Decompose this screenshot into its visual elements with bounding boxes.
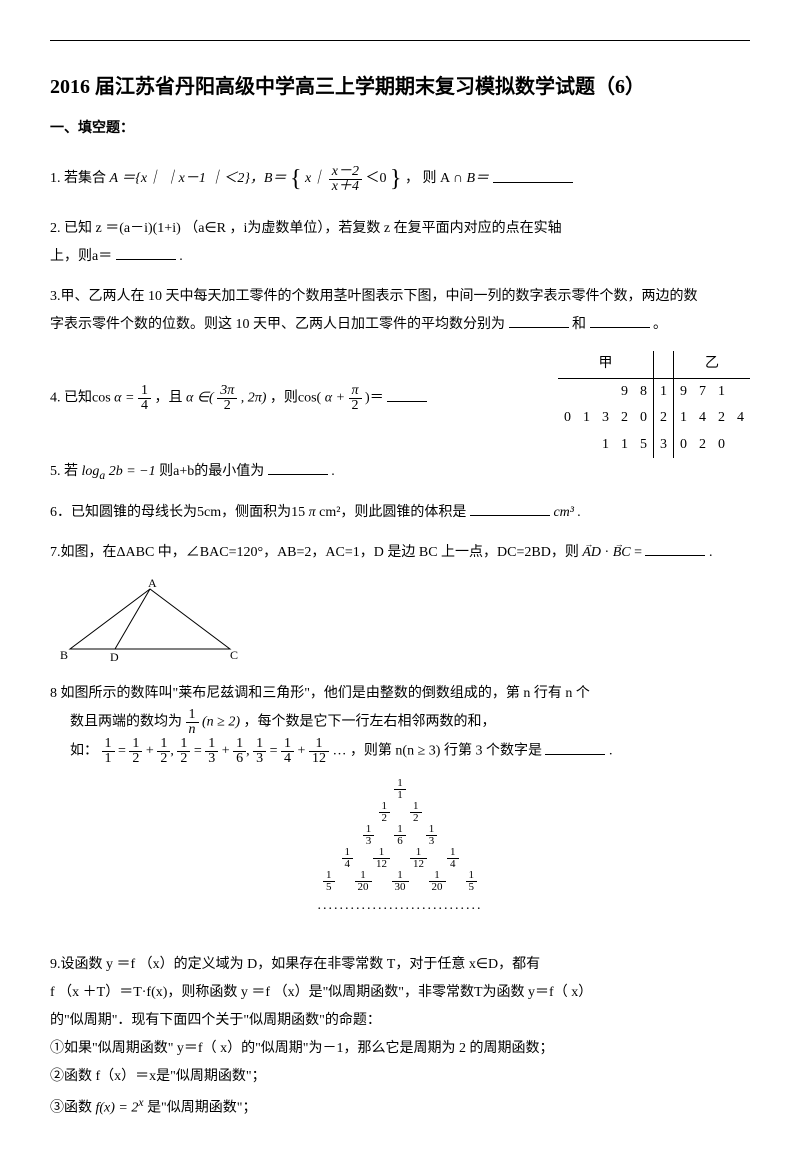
q8-line1: 8 如图所示的数阵叫"莱布尼兹调和三角形"，他们是由整数的倒数组成的，第 n 行… — [50, 680, 750, 708]
q5-end: . — [331, 464, 335, 479]
stem-row-2: 01320 2 1424 — [558, 405, 750, 431]
q7-eq: = — [634, 545, 642, 560]
q4-alpha-eq: α = — [114, 391, 134, 406]
q3-and: 和 — [572, 317, 586, 332]
q8-line3-pre: 如： — [70, 744, 98, 759]
question-6: 6．已知圆锥的母线长为5cm，侧面积为15 π cm²，则此圆锥的体积是 cm³… — [50, 499, 750, 527]
q6-unit: cm³ . — [553, 505, 581, 520]
question-7: 7.如图，在ΔABC 中，∠BAC=120°，AB=2，AC=1，D 是边 BC… — [50, 539, 750, 567]
q9-line2: f （x ＋T）＝T·f(x)，则称函数 y ＝f （x）是"似周期函数"，非零… — [50, 979, 750, 1007]
q3-line2: 字表示零件个数的位数。则这 10 天甲、乙两人日加工零件的平均数分别为 — [50, 317, 505, 332]
q8-line2-pre: 数且两端的数均为 — [70, 715, 182, 730]
q7-end: . — [709, 545, 713, 560]
q5-arg: 2b — [109, 464, 123, 479]
q1-setB-inner: x｜ — [305, 172, 325, 187]
question-9: 9.设函数 y ＝f （x）的定义域为 D，如果存在非零常数 T，对于任意 x∈… — [50, 951, 750, 1123]
q5-sub: a — [99, 469, 105, 482]
question-4: 4. 已知cos α = 1 4 ，且 α ∈( 3π 2 , 2π) ，则co… — [50, 384, 538, 413]
triangle-B: B — [60, 648, 68, 662]
q9-item2: ②函数 f（x）＝x是"似周期函数"； — [50, 1063, 750, 1091]
q4-frac3: π 2 — [349, 384, 362, 413]
q7-vec1: →AD — [582, 545, 601, 560]
triangle-svg: A B D C — [50, 579, 250, 664]
brace-right: } — [390, 166, 402, 192]
q3-blank1 — [509, 312, 569, 328]
q6-text: 6．已知圆锥的母线长为5cm，侧面积为15 — [50, 505, 305, 520]
q6-cm2: cm²，则此圆锥的体积是 — [319, 505, 466, 520]
q1-intersect: ∩ — [453, 172, 463, 187]
q8-blank — [545, 739, 605, 755]
q2-line2: 上，则a＝ — [50, 249, 112, 264]
q4-blank — [387, 386, 427, 402]
q5-then: 则a+b的最小值为 — [159, 464, 264, 479]
question-4-row: 4. 已知cos α = 1 4 ，且 α ∈( 3π 2 , 2π) ，则co… — [50, 351, 750, 458]
q7-blank — [645, 540, 705, 556]
triangle-D: D — [110, 650, 119, 664]
stem-row-3: 115 3 020 — [558, 432, 750, 458]
q3-blank2 — [590, 312, 650, 328]
stem-header-left: 甲 — [558, 351, 654, 378]
q3-end: 。 — [653, 317, 667, 332]
document-title: 2016 届江苏省丹阳高级中学高三上学期期末复习模拟数学试题（6） — [50, 71, 750, 103]
q4-prefix: 4. 已知cos — [50, 391, 111, 406]
question-8: 8 如图所示的数阵叫"莱布尼兹调和三角形"，他们是由整数的倒数组成的，第 n 行… — [50, 680, 750, 766]
q8-dots: … — [332, 744, 346, 759]
q1-end: B＝ — [466, 172, 489, 187]
section-header: 一、填空题： — [50, 118, 750, 140]
q4-range-end: , 2π) — [241, 391, 267, 406]
question-3: 3.甲、乙两人在 10 天中每天加工零件的个数用茎叶图表示下图，中间一列的数字表… — [50, 283, 750, 339]
q6-pi: π — [309, 505, 316, 520]
stem-header-right: 乙 — [674, 351, 751, 378]
question-5: 5. 若 loga 2b = −1 则a+b的最小值为 . — [50, 458, 750, 487]
q4-alpha-plus: α + — [325, 391, 345, 406]
question-2: 2. 已知 z ＝(a－i)(1+i) （a∈R ，i为虚数单位），若复数 z … — [50, 215, 750, 271]
q4-frac1: 1 4 — [138, 384, 151, 413]
header-rule — [50, 40, 750, 41]
q5-log: log — [82, 464, 100, 479]
q1-blank — [493, 167, 573, 183]
q3-line1: 3.甲、乙两人在 10 天中每天加工零件的个数用茎叶图表示下图，中间一列的数字表… — [50, 283, 750, 311]
q1-prefix: 1. 若集合 — [50, 172, 110, 187]
q4-and: ，且 — [154, 391, 182, 406]
q2-blank — [116, 244, 176, 260]
q1-frac: x－2 x＋4 — [329, 165, 362, 194]
question-1: 1. 若集合 A ＝{x｜ ｜x－1 ｜＜2}，B＝ { x｜ x－2 x＋4 … — [50, 155, 750, 203]
q9-line1: 9.设函数 y ＝f （x）的定义域为 D，如果存在非零常数 T，对于任意 x∈… — [50, 951, 750, 979]
q4-then: ，则cos( — [270, 391, 321, 406]
q8-frac: 1 n — [186, 708, 199, 737]
q2-end: . — [179, 249, 183, 264]
q8-cond: (n ≥ 2) — [202, 715, 240, 730]
stem-row-1: 98 1 971 — [558, 378, 750, 405]
q4-alpha-in: α ∈( — [186, 391, 214, 406]
q8-line2-post: ，每个数是它下一行左右相邻两数的和， — [244, 715, 496, 730]
q7-dot: · — [605, 545, 610, 560]
q9-line3: 的"似周期"．现有下面四个关于"似周期函数"的命题： — [50, 1007, 750, 1035]
triangle-diagram: A B D C — [50, 579, 750, 672]
q7-text: 7.如图，在ΔABC 中，∠BAC=120°，AB=2，AC=1，D 是边 BC… — [50, 545, 579, 560]
q8-end: . — [609, 744, 613, 759]
q9-item3: ③函数 f(x) = 2x 是"似周期函数"； — [50, 1091, 750, 1123]
triangle-C: C — [230, 648, 238, 662]
triangle-A: A — [148, 579, 157, 590]
stem-leaf-table: 甲 乙 98 1 971 01320 2 1424 115 3 020 — [558, 351, 750, 458]
q1-suffix: ， 则 A — [405, 172, 449, 187]
q4-frac2: 3π 2 — [217, 384, 237, 413]
q8-then: ，则第 n(n ≥ 3) 行第 3 个数字是 — [350, 744, 542, 759]
q1-setA: A ＝{x｜ ｜x－1 ｜＜2}，B＝ — [110, 172, 287, 187]
q5-eq: = −1 — [126, 464, 155, 479]
q6-blank — [470, 500, 550, 516]
leibniz-triangle: 11 1212 131613 1411211214 1512013012015 … — [50, 778, 750, 918]
q9-item1: ①如果"似周期函数" y＝f（ x）的"似周期"为－1，那么它是周期为 2 的周… — [50, 1035, 750, 1063]
q1-cond: ＜0 — [365, 172, 386, 187]
q7-vec2: →BC — [613, 545, 631, 560]
q5-blank — [268, 459, 328, 475]
leibniz-dots: .............................. — [50, 893, 750, 918]
q4-end: )＝ — [365, 391, 384, 406]
q5-prefix: 5. 若 — [50, 464, 78, 479]
brace-left: { — [290, 166, 302, 192]
q2-line1: 2. 已知 z ＝(a－i)(1+i) （a∈R ，i为虚数单位），若复数 z … — [50, 215, 750, 243]
